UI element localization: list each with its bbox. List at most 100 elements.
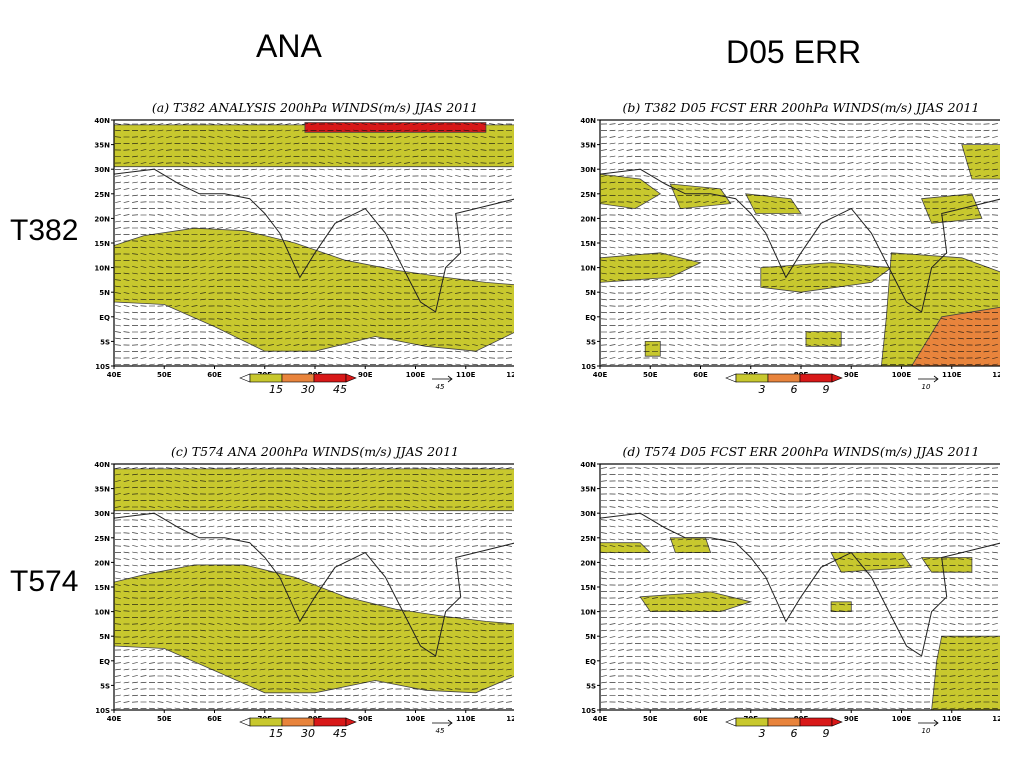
reference-vector-label: 10 — [922, 383, 931, 391]
y-tick-label: 30N — [580, 510, 596, 518]
colorbar-label: 6 — [791, 383, 798, 396]
wind-arrows — [114, 467, 513, 710]
row-label-t382: T382 — [10, 214, 79, 247]
x-tick-label: 100E — [892, 371, 912, 379]
colorbar-label: 15 — [269, 383, 283, 396]
x-tick-label: 120E — [992, 715, 1000, 723]
y-tick-label: 20N — [94, 215, 110, 223]
shaded-region — [304, 122, 487, 133]
x-tick-label: 40E — [593, 371, 608, 379]
x-tick-label: 50E — [157, 715, 172, 723]
y-tick-label: 35N — [580, 142, 596, 150]
shaded-region — [600, 542, 652, 553]
colorbar-segment — [281, 717, 315, 727]
shaded-region — [669, 537, 712, 553]
x-tick-label: 120E — [992, 371, 1000, 379]
shaded-region — [830, 601, 852, 613]
x-tick-label: 90E — [358, 371, 373, 379]
colorbar-segment — [799, 373, 833, 383]
shaded-region — [644, 340, 661, 357]
colorbar-low-end — [239, 717, 251, 727]
x-tick-label: 90E — [358, 715, 373, 723]
x-tick-label: 40E — [593, 715, 608, 723]
shaded-region — [114, 564, 514, 694]
x-tick-label: 50E — [643, 371, 658, 379]
y-tick-label: 40N — [580, 461, 596, 469]
chart-svg: (a) T382 ANALYSIS 200hPa WINDS(m/s) JJAS… — [94, 100, 514, 396]
y-tick-label: 40N — [580, 117, 596, 125]
shaded-region — [114, 227, 514, 352]
x-tick-label: 120E — [506, 715, 514, 723]
y-tick-label: 5N — [99, 289, 110, 297]
chart-title: (a) T382 ANALYSIS 200hPa WINDS(m/s) JJAS… — [152, 100, 478, 115]
chart-svg: (d) T574 D05 FCST ERR 200hPa WINDS(m/s) … — [580, 444, 1000, 740]
x-tick-label: 100E — [892, 715, 912, 723]
shaded-region — [805, 331, 842, 347]
x-tick-label: 60E — [207, 371, 222, 379]
colorbar-segment — [281, 373, 315, 383]
y-tick-label: 5S — [100, 682, 110, 690]
y-tick-label: 20N — [94, 559, 110, 567]
x-tick-label: 110E — [456, 371, 476, 379]
shaded-region — [600, 252, 702, 283]
colorbar-label: 15 — [269, 727, 283, 740]
x-tick-label: 60E — [207, 715, 222, 723]
wind-arrows — [114, 123, 513, 366]
colorbar-label: 6 — [791, 727, 798, 740]
shaded-regions — [600, 537, 1000, 710]
coastline — [599, 512, 1000, 657]
chart-title: (d) T574 D05 FCST ERR 200hPa WINDS(m/s) … — [623, 444, 980, 459]
x-tick-label: 50E — [157, 371, 172, 379]
chart-title: (c) T574 ANA 200hPa WINDS(m/s) JJAS 2011 — [171, 444, 459, 459]
y-tick-label: 40N — [94, 461, 110, 469]
y-tick-label: 30N — [94, 510, 110, 518]
colorbar-label: 30 — [301, 383, 315, 396]
x-tick-label: 100E — [406, 715, 426, 723]
wind-vector-field — [114, 123, 513, 366]
y-tick-label: 15N — [580, 584, 596, 592]
colorbar-segment — [313, 717, 347, 727]
chart-svg: (b) T382 D05 FCST ERR 200hPa WINDS(m/s) … — [580, 100, 1000, 396]
reference-vector-arrow — [918, 375, 939, 383]
colorbar-segment — [249, 717, 283, 727]
shaded-regions — [114, 122, 514, 352]
shaded-region — [639, 591, 753, 613]
shaded-region — [114, 468, 514, 512]
reference-vector-arrow — [432, 375, 453, 383]
y-tick-label: 35N — [580, 486, 596, 494]
y-tick-label: 25N — [580, 191, 596, 199]
colorbar-label: 3 — [759, 383, 766, 396]
x-tick-label: 60E — [693, 715, 708, 723]
x-tick-label: 110E — [456, 715, 476, 723]
x-tick-label: 50E — [643, 715, 658, 723]
row-label-t574: T574 — [10, 565, 79, 598]
colorbar-label: 9 — [823, 383, 830, 396]
colorbar-segment — [799, 717, 833, 727]
y-tick-label: 20N — [580, 559, 596, 567]
y-tick-label: 5S — [586, 682, 596, 690]
chart-svg: (c) T574 ANA 200hPa WINDS(m/s) JJAS 2011… — [94, 444, 514, 740]
colorbar-high-end — [831, 373, 843, 383]
x-tick-label: 90E — [844, 371, 859, 379]
panel-d: (d) T574 D05 FCST ERR 200hPa WINDS(m/s) … — [576, 440, 1000, 780]
wind-vector-field — [600, 123, 999, 366]
x-tick-label: 40E — [107, 715, 122, 723]
y-tick-label: 10N — [94, 609, 110, 617]
panel-a: (a) T382 ANALYSIS 200hPa WINDS(m/s) JJAS… — [90, 96, 514, 436]
y-tick-label: 10N — [580, 265, 596, 273]
reference-vector-label: 45 — [436, 383, 445, 391]
y-tick-label: 10S — [95, 363, 110, 371]
colorbar-high-end — [345, 717, 357, 727]
y-tick-label: EQ — [585, 314, 596, 322]
y-tick-label: 10N — [580, 609, 596, 617]
colorbar-segment — [313, 373, 347, 383]
colorbar-low-end — [239, 373, 251, 383]
x-tick-label: 110E — [942, 371, 962, 379]
y-tick-label: 10S — [581, 363, 596, 371]
x-tick-label: 120E — [506, 371, 514, 379]
colorbar-segment — [735, 717, 769, 727]
y-tick-label: 5S — [100, 338, 110, 346]
y-tick-label: EQ — [99, 658, 110, 666]
colorbar-label: 45 — [333, 727, 347, 740]
y-tick-label: 25N — [580, 535, 596, 543]
